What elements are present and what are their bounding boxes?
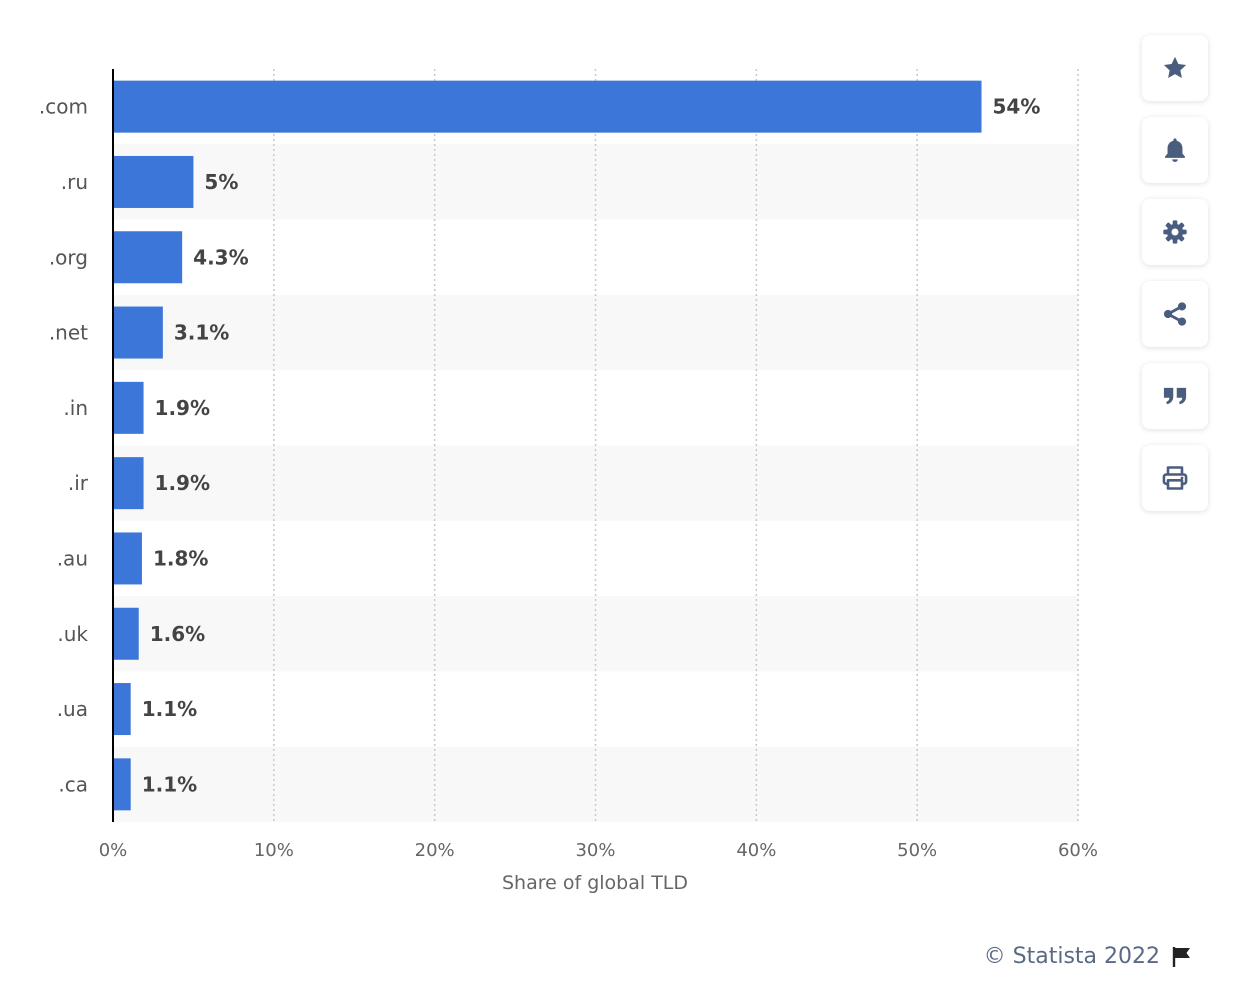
star-icon [1163,56,1187,79]
bar [113,532,142,585]
x-tick-label: 0% [99,840,128,861]
category-label: .org [49,245,88,269]
grid-lines [273,69,1079,822]
value-label: 4.3% [193,245,248,269]
statista-credit: © Statista 2022 [983,944,1160,969]
flag-icon[interactable] [1170,945,1194,969]
value-label: 1.9% [155,471,210,495]
category-label: .com [39,95,88,119]
category-label: .ir [68,471,89,495]
category-label: .in [63,396,88,420]
favorite-button[interactable] [1142,35,1208,101]
x-tick-label: 60% [1058,840,1098,861]
x-tick-label: 40% [736,840,776,861]
bar [113,155,194,208]
row-stripe [113,445,1078,521]
bar [113,231,183,284]
value-label: 1.1% [142,772,197,796]
category-label: .uk [57,622,88,646]
row-stripe [113,596,1078,672]
share-button[interactable] [1142,281,1208,347]
x-tick-label: 20% [415,840,455,861]
bar [113,381,144,434]
bar [113,607,139,660]
settings-button[interactable] [1142,199,1208,265]
bar-chart: .com .ru .org .net .in .ir .au .uk .ua .ca 54% 5% 4… [39,69,1098,894]
category-label: .ca [58,772,88,796]
bars [113,80,982,811]
cite-button[interactable] [1142,363,1208,429]
bar [113,457,144,510]
bar [113,683,131,736]
value-labels: 54% 5% 4.3% 3.1% 1.9% 1.9% 1.8% 1.6% 1.1% 1.1% [142,95,1041,797]
category-labels: .com .ru .org .net .in .ir .au .uk .ua .ca [39,95,89,797]
row-stripe [113,144,1078,220]
footer: © Statista 2022 [984,944,1194,969]
print-icon [1162,466,1188,490]
value-label: 1.6% [150,622,205,646]
x-tick-label: 50% [897,840,937,861]
value-label: 1.9% [155,396,210,420]
x-tick-labels: 0% 10% 20% 30% 40% 50% 60% [99,840,1098,861]
category-label: .au [57,546,88,570]
bar [113,758,131,811]
value-label: 54% [993,95,1041,119]
x-tick-label: 30% [575,840,615,861]
x-tick-label: 10% [254,840,294,861]
print-button[interactable] [1142,445,1208,511]
bell-icon [1165,138,1185,162]
category-label: .net [49,321,88,345]
gear-icon [1163,220,1187,244]
quote-icon [1163,387,1187,405]
bar [113,306,163,359]
bar [113,80,982,133]
x-axis-label: Share of global TLD [502,872,688,894]
value-label: 1.8% [153,546,208,570]
row-stripe [113,294,1078,371]
value-label: 5% [204,170,238,194]
share-icon [1163,302,1187,326]
value-label: 1.1% [142,697,197,721]
notification-button[interactable] [1142,117,1208,183]
value-label: 3.1% [174,321,229,345]
category-label: .ru [61,170,88,194]
category-label: .ua [57,697,88,721]
